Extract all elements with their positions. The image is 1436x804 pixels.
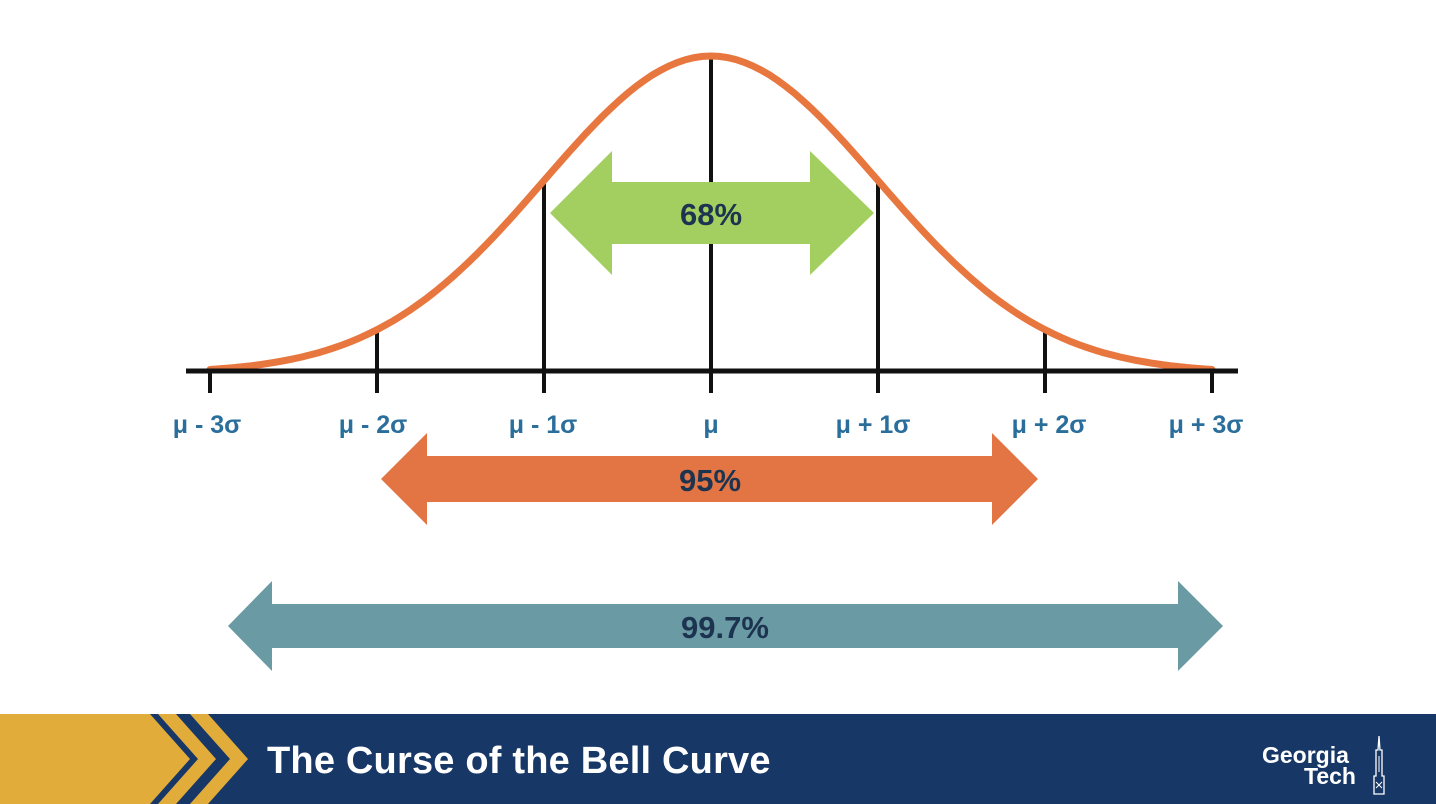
range-arrow-99-7 — [228, 581, 1223, 671]
range-label-99-7: 99.7% — [681, 610, 769, 645]
georgia-tech-logo: Georgia Tech — [1258, 736, 1398, 798]
range-label-95: 95% — [679, 463, 741, 498]
range-label-68: 68% — [680, 197, 742, 232]
slide-title: The Curse of the Bell Curve — [267, 740, 771, 782]
title-bar: The Curse of the Bell Curve Georgia Tech — [0, 714, 1436, 804]
tick-label-minus-3-sigma: μ - 3σ — [173, 411, 242, 439]
tick-label-minus-1-sigma: μ - 1σ — [509, 411, 578, 439]
logo-text-line2: Tech — [1304, 763, 1356, 789]
logo-text-line1: Georgia — [1262, 742, 1349, 768]
tick-label-plus-3-sigma: μ + 3σ — [1169, 411, 1244, 439]
bell-curve-diagram: μ - 3σ μ - 2σ μ - 1σ μ μ + 1σ μ + 2σ μ +… — [173, 52, 1244, 671]
bell-curve — [206, 52, 1216, 373]
tick-label-plus-1-sigma: μ + 1σ — [836, 411, 911, 439]
tick-label-minus-2-sigma: μ - 2σ — [339, 411, 408, 439]
tick-label-mean: μ — [703, 411, 718, 439]
range-arrow-95 — [381, 433, 1038, 525]
tick-label-plus-2-sigma: μ + 2σ — [1012, 411, 1087, 439]
chevron-decoration — [0, 714, 248, 804]
range-arrow-68 — [550, 151, 874, 275]
tower-icon — [1373, 736, 1385, 795]
